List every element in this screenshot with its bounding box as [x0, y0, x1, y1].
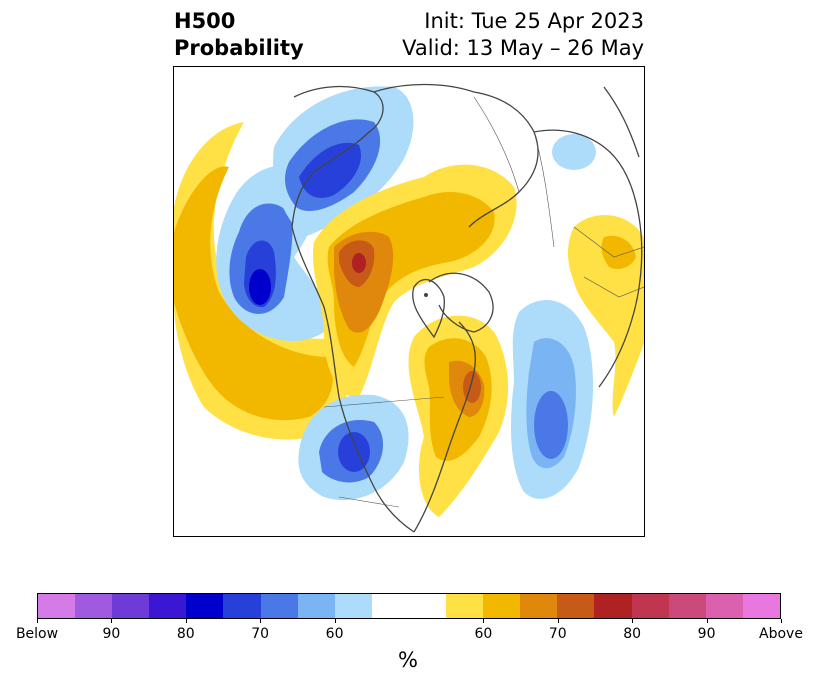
border-europe-grid-2: [583, 276, 644, 298]
map-canvas: [174, 83, 644, 533]
colorbar-swatch: [112, 594, 150, 618]
colorbar-tick-label: 90: [697, 626, 716, 642]
anomaly-below-east-asia: [552, 134, 596, 170]
colorbar-swatch: [557, 594, 595, 618]
colorbar-swatch: [668, 594, 706, 618]
border-europe-grid-1: [573, 226, 644, 258]
colorbar-swatch: [260, 594, 298, 618]
anomaly-above-europe-core: [601, 235, 636, 269]
colorbar-swatch: [705, 594, 743, 618]
colorbar-tick-label: 60: [474, 626, 493, 642]
title-product: Probability: [174, 36, 304, 60]
colorbar-swatch: [38, 594, 76, 618]
anomaly-above-eastern-canada-max: [463, 371, 481, 403]
probability-map: [173, 66, 645, 537]
colorbar-swatch: [594, 594, 632, 618]
colorbar-swatch: [334, 594, 372, 618]
probability-colorbar: [37, 593, 781, 619]
colorbar-tick-mark: [483, 619, 485, 623]
coastline-siberia: [373, 83, 539, 228]
colorbar-tick-label: Below: [15, 626, 59, 642]
colorbar-tick-label: 60: [325, 626, 344, 642]
colorbar-swatch: [446, 594, 484, 618]
forecast-dates: Init: Tue 25 Apr 2023 Valid: 13 May – 26…: [402, 8, 644, 62]
anomaly-above-arctic-max: [352, 253, 366, 273]
colorbar-tick-label: 80: [623, 626, 642, 642]
coastline-north-america-east: [413, 321, 476, 533]
coastline-asia-east: [603, 86, 640, 158]
coastline-north-america-west: [291, 226, 415, 533]
colorbar-swatch: [631, 594, 669, 618]
colorbar-tick-mark: [185, 619, 187, 623]
colorbar-swatch: [149, 594, 187, 618]
colorbar-unit: %: [398, 648, 418, 672]
coastline-alaska: [291, 85, 384, 228]
colorbar-tick-mark: [260, 619, 262, 623]
coastline-greenland: [428, 272, 494, 333]
colorbar-tick-mark: [781, 619, 782, 623]
north-pole-marker: [424, 293, 428, 297]
colorbar-tick-mark: [334, 619, 336, 623]
colorbar-swatch: [520, 594, 558, 618]
colorbar-swatch: [223, 594, 261, 618]
colorbar-tick-label: 70: [548, 626, 567, 642]
colorbar-tick-label: 80: [176, 626, 195, 642]
anomaly-above-subtropical-pacific-core: [174, 166, 333, 421]
border-us-mexico: [338, 496, 400, 508]
colorbar-swatch: [297, 594, 335, 618]
anomaly-below-southwest-us-max: [338, 432, 370, 472]
colorbar-swatch: [371, 594, 409, 618]
border-russia-south: [473, 96, 520, 193]
colorbar-tick-mark: [706, 619, 708, 623]
colorbar-tick-mark: [111, 619, 113, 623]
colorbar-tick-mark: [632, 619, 634, 623]
borders: [323, 96, 644, 508]
chart-title: H500 Probability: [174, 8, 304, 62]
anomaly-below-north-atlantic-core: [534, 391, 568, 459]
coastlines: [291, 83, 643, 533]
colorbar-swatch: [408, 594, 447, 618]
colorbar-tick-label: Above: [759, 626, 803, 642]
colorbar-tick-label: 70: [251, 626, 270, 642]
colorbar-tick-label: 90: [102, 626, 121, 642]
colorbar-swatch: [742, 594, 780, 618]
border-russia-west: [533, 131, 555, 248]
valid-dates: Valid: 13 May – 26 May: [402, 36, 644, 60]
border-us-canada: [323, 396, 445, 408]
colorbar-tick-mark: [37, 619, 38, 623]
init-date: Init: Tue 25 Apr 2023: [424, 9, 644, 33]
colorbar-tick-mark: [557, 619, 559, 623]
coastline-europe: [533, 129, 643, 388]
title-variable: H500: [174, 9, 236, 33]
colorbar-swatch: [75, 594, 113, 618]
colorbar-swatch: [483, 594, 521, 618]
colorbar-swatch: [186, 594, 224, 618]
anomaly-below-north-pacific-max: [249, 269, 271, 305]
anomaly-below-alaska-core: [299, 142, 362, 198]
